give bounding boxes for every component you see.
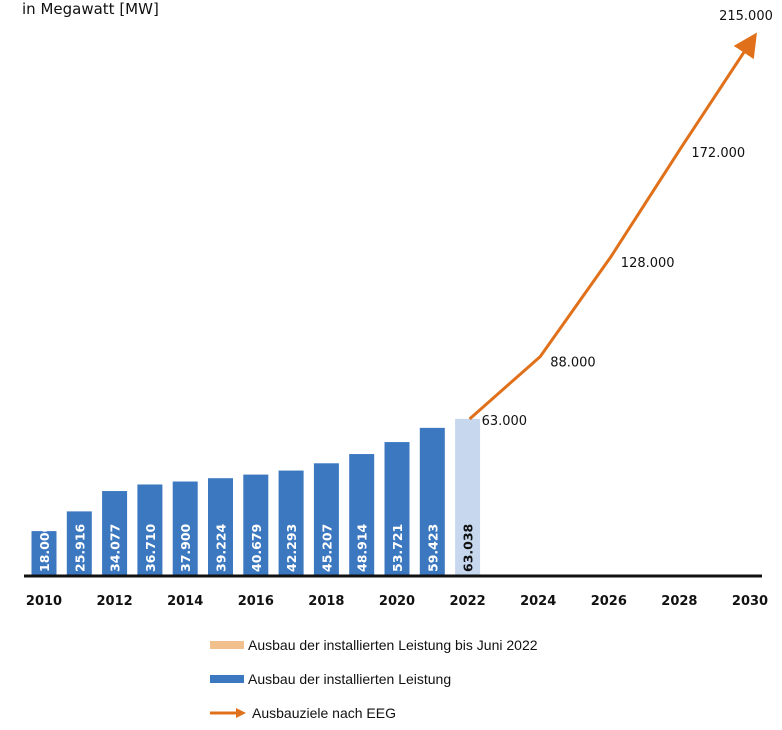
x-tick-2010: 2010 — [26, 594, 62, 609]
x-tick-2012: 2012 — [97, 594, 133, 609]
x-tick-2020: 2020 — [379, 594, 415, 609]
bar-label-2012: 34.077 — [108, 524, 123, 572]
legend-swatch-installed — [210, 675, 244, 683]
target-label-2024: 88.000 — [550, 356, 596, 371]
x-tick-2018: 2018 — [308, 594, 344, 609]
bar-label-2022: 63.038 — [461, 524, 476, 572]
legend-label-target: Ausbauziele nach EEG — [252, 705, 396, 721]
bar-2022 — [455, 418, 481, 576]
legend-label-installed: Ausbau der installierten Leistung — [248, 671, 452, 687]
chart-canvas: 18.006 25.916 34.077 36.710 37.900 39.224 40.6… — [24, 9, 773, 609]
x-tick-2022: 2022 — [450, 594, 486, 609]
bar-label-2013: 36.710 — [143, 523, 158, 572]
target-label-2022: 63.000 — [482, 414, 527, 429]
bar-2018 — [313, 463, 339, 576]
bar-label-2020: 53.721 — [390, 524, 405, 572]
target-label-2026: 128.000 — [621, 256, 675, 271]
target-label-2028: 172.000 — [691, 146, 745, 161]
legend-item-partial: Ausbau der installierten Leistung bis Ju… — [210, 628, 538, 662]
x-tick-2014: 2014 — [167, 594, 203, 609]
bar-2015 — [208, 478, 233, 576]
legend-label-partial: Ausbau der installierten Leistung bis Ju… — [248, 637, 538, 653]
legend-swatch-partial — [210, 641, 244, 649]
chart-subtitle: in Megawatt [MW] — [22, 0, 159, 18]
bar-2012 — [102, 491, 128, 576]
bar-2017 — [278, 470, 304, 576]
bar-label-2010: 18.006 — [37, 523, 52, 572]
chart-legend: Ausbau der installierten Leistung bis Ju… — [210, 628, 538, 730]
x-tick-2026: 2026 — [591, 594, 627, 609]
bar-label-2017: 42.293 — [284, 524, 299, 572]
target-label-2030: 215.000 — [719, 9, 773, 24]
legend-item-target: Ausbauziele nach EEG — [210, 696, 538, 730]
bar-2014 — [172, 481, 198, 576]
legend-arrow-icon — [210, 708, 248, 718]
bar-2013 — [137, 484, 163, 576]
x-tick-2016: 2016 — [238, 594, 274, 609]
bar-2019 — [349, 454, 375, 576]
bar-2010 — [31, 531, 57, 576]
bar-2011 — [66, 511, 92, 576]
bar-label-2018: 45.207 — [319, 524, 334, 572]
bar-2021 — [419, 427, 445, 576]
legend-item-installed: Ausbau der installierten Leistung — [210, 662, 538, 696]
x-tick-2030: 2030 — [732, 594, 768, 609]
bar-label-2011: 25.916 — [72, 523, 87, 572]
bar-label-2019: 48.914 — [355, 523, 370, 572]
target-line — [468, 32, 757, 421]
bar-2020 — [384, 442, 410, 576]
bar-label-2015: 39.224 — [214, 523, 229, 572]
x-tick-2024: 2024 — [520, 594, 556, 609]
bar-label-2021: 59.423 — [425, 524, 440, 572]
x-tick-2028: 2028 — [661, 594, 697, 609]
bar-label-2016: 40.679 — [249, 524, 264, 572]
legend-arrow-head — [236, 708, 246, 718]
bar-label-2014: 37.900 — [178, 523, 193, 572]
bar-2016 — [243, 474, 269, 576]
